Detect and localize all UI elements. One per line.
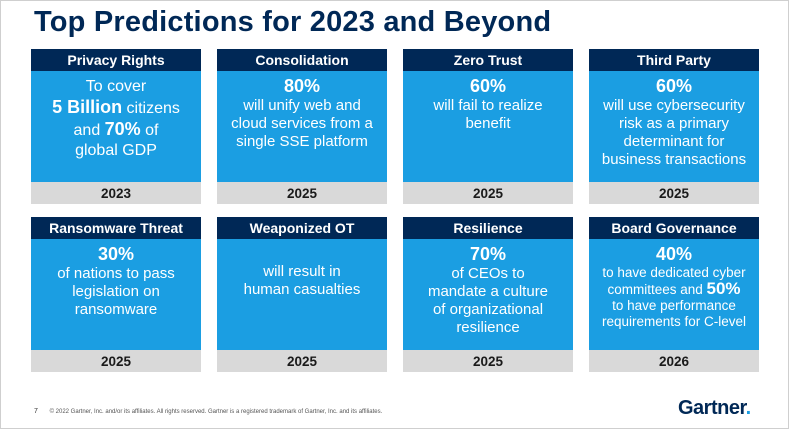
card-line: single SSE platform <box>236 133 368 150</box>
card-line: of organizational <box>432 301 544 318</box>
card-highlight: 5 Billion <box>52 97 123 117</box>
card-body: To cover 5 Billion citizens and 70% of g… <box>31 71 201 182</box>
card-stat: 70% <box>469 244 507 264</box>
card-heading: Third Party <box>589 49 759 71</box>
card-text: and <box>73 122 105 139</box>
card-text: citizens <box>122 100 180 117</box>
card-year: 2025 <box>403 182 573 204</box>
card-third-party: Third Party 60% will use cybersecurity r… <box>589 49 759 204</box>
card-year: 2025 <box>589 182 759 204</box>
gartner-logo: Gartner. <box>678 397 751 420</box>
card-stat: 60% <box>655 76 693 96</box>
card-consolidation: Consolidation 80% will unify web and clo… <box>217 49 387 204</box>
card-line: cloud services from a <box>231 115 373 132</box>
card-line: of CEOs to <box>451 265 525 282</box>
card-line: of nations to pass <box>57 265 175 282</box>
card-line: to have performance <box>612 298 736 313</box>
card-highlight: 50% <box>706 279 741 298</box>
card-year: 2025 <box>217 350 387 372</box>
card-resilience: Resilience 70% of CEOs to mandate a cult… <box>403 217 573 372</box>
card-privacy-rights: Privacy Rights To cover 5 Billion citize… <box>31 49 201 204</box>
footer-legal: 7 © 2022 Gartner, Inc. and/or its affili… <box>34 408 382 415</box>
card-line: business transactions <box>601 151 747 168</box>
card-zero-trust: Zero Trust 60% will fail to realize bene… <box>403 49 573 204</box>
card-heading: Privacy Rights <box>31 49 201 71</box>
card-line: requirements for C-level <box>601 314 747 329</box>
card-body: 40% to have dedicated cyber committees a… <box>589 239 759 350</box>
card-line: committees and 50% <box>607 279 741 298</box>
card-stat: 40% <box>655 244 693 264</box>
card-stat: 80% <box>283 76 321 96</box>
card-body: 70% of CEOs to mandate a culture of orga… <box>403 239 573 350</box>
card-heading: Board Governance <box>589 217 759 239</box>
page-title: Top Predictions for 2023 and Beyond <box>34 6 552 38</box>
card-line: benefit <box>465 115 511 132</box>
card-heading: Consolidation <box>217 49 387 71</box>
card-year: 2025 <box>217 182 387 204</box>
card-line: 5 Billion citizens <box>52 97 180 119</box>
card-year: 2025 <box>31 350 201 372</box>
card-heading: Weaponized OT <box>217 217 387 239</box>
card-body: 30% of nations to pass legislation on ra… <box>31 239 201 350</box>
card-stat: 30% <box>97 244 135 264</box>
card-line: global GDP <box>75 142 157 159</box>
copyright-text: © 2022 Gartner, Inc. and/or its affiliat… <box>49 409 383 415</box>
card-line: will use cybersecurity <box>603 97 745 114</box>
card-year: 2023 <box>31 182 201 204</box>
card-line: resilience <box>456 319 520 336</box>
card-line: and 70% of <box>74 119 159 141</box>
predictions-grid: Privacy Rights To cover 5 Billion citize… <box>31 49 759 372</box>
card-stat: 60% <box>469 76 507 96</box>
card-line: legislation on <box>72 283 160 300</box>
card-heading: Zero Trust <box>403 49 573 71</box>
card-text: committees and <box>607 282 707 297</box>
card-year: 2025 <box>403 350 573 372</box>
card-year: 2026 <box>589 350 759 372</box>
card-highlight: 70% <box>104 119 141 139</box>
card-heading: Resilience <box>403 217 573 239</box>
logo-dot: . <box>745 397 752 419</box>
card-board-governance: Board Governance 40% to have dedicated c… <box>589 217 759 372</box>
logo-text: Gartner <box>678 397 746 419</box>
card-line: ransomware <box>74 301 158 318</box>
card-line: To cover <box>85 78 147 95</box>
card-body: 60% will use cybersecurity risk as a pri… <box>589 71 759 182</box>
card-line: will result in <box>263 263 341 280</box>
card-body: 80% will unify web and cloud services fr… <box>217 71 387 182</box>
card-line: will fail to realize <box>433 97 543 114</box>
card-line: to have dedicated cyber <box>602 265 746 280</box>
card-line: human casualties <box>243 281 361 298</box>
card-heading: Ransomware Threat <box>31 217 201 239</box>
card-body: will result in human casualties <box>217 239 387 350</box>
card-line: determinant for <box>623 133 725 150</box>
card-line: risk as a primary <box>618 115 730 132</box>
card-text: of <box>140 122 159 139</box>
card-weaponized-ot: Weaponized OT will result in human casua… <box>217 217 387 372</box>
card-ransomware-threat: Ransomware Threat 30% of nations to pass… <box>31 217 201 372</box>
card-body: 60% will fail to realize benefit <box>403 71 573 182</box>
page-number: 7 <box>34 408 38 415</box>
card-line: mandate a culture <box>427 283 549 300</box>
card-line: will unify web and <box>243 97 361 114</box>
